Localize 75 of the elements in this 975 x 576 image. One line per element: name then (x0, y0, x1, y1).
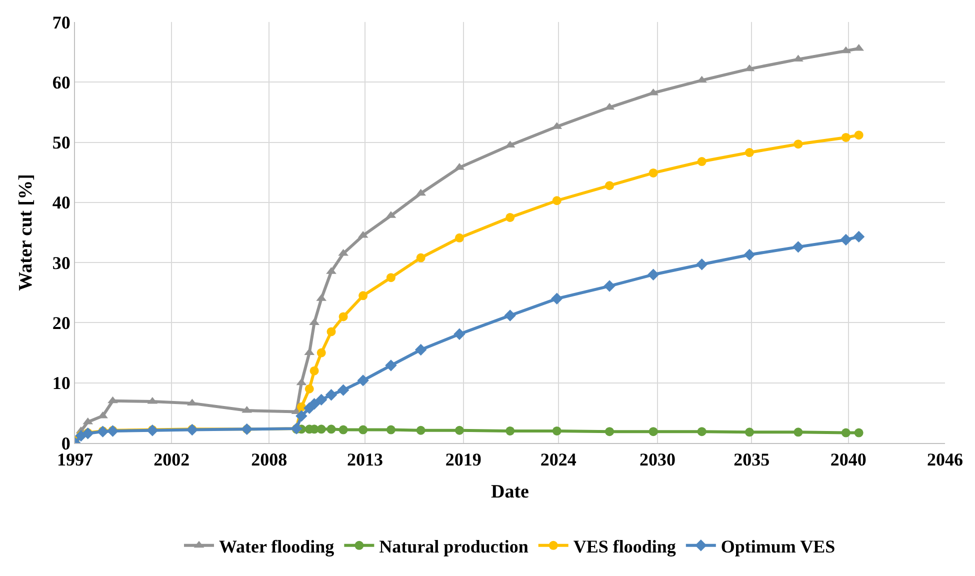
point (744, 428, 754, 437)
point (454, 328, 466, 340)
point (416, 426, 426, 435)
y-tick-label: 10 (52, 373, 70, 394)
point (108, 396, 118, 404)
y-tick-label: 70 (52, 12, 70, 32)
point (304, 384, 314, 394)
point (296, 410, 308, 422)
point (854, 130, 864, 140)
point (696, 258, 708, 270)
point (338, 425, 348, 434)
point (552, 196, 562, 206)
point (794, 428, 803, 437)
point (308, 398, 320, 410)
point (338, 312, 348, 322)
point (852, 230, 865, 243)
legend-label: Optimum VES (720, 536, 836, 556)
point (506, 426, 515, 436)
point (551, 292, 563, 305)
y-tick-label: 30 (52, 252, 70, 273)
point (504, 310, 516, 322)
point (325, 389, 338, 401)
point (454, 426, 464, 435)
point (310, 366, 319, 376)
point (316, 394, 328, 406)
x-tick-label: 2013 (347, 450, 383, 470)
point (386, 273, 396, 282)
point (316, 424, 326, 434)
y-tick-label: 40 (52, 192, 70, 213)
y-tick-label: 60 (52, 72, 70, 92)
x-tick-label: 2035 (734, 450, 770, 470)
point (854, 428, 864, 438)
point (326, 327, 336, 336)
point (792, 241, 804, 253)
point (316, 348, 326, 358)
point (358, 425, 368, 434)
point (386, 425, 396, 434)
x-tick-label: 2040 (830, 450, 866, 470)
point (648, 427, 658, 436)
x-axis-title: Date (491, 481, 529, 502)
y-axis-title: Water cut [%] (15, 174, 36, 291)
legend-label: Water flooding (219, 536, 334, 556)
point (647, 268, 660, 280)
point (744, 248, 756, 261)
legend-label: VES flooding (573, 536, 676, 556)
point (604, 280, 616, 292)
x-tick-label: 2002 (154, 450, 190, 470)
x-tick-label: 2030 (640, 450, 676, 470)
point (840, 234, 852, 246)
point (416, 253, 426, 262)
point (794, 140, 803, 149)
point (326, 424, 336, 434)
point (841, 132, 850, 142)
point (552, 426, 562, 436)
x-tick-label: 2024 (540, 450, 576, 470)
point (841, 428, 850, 438)
point (697, 427, 706, 436)
legend-label: Natural production (379, 536, 528, 556)
x-tick-label: 2019 (445, 450, 482, 470)
point (605, 181, 614, 190)
point (506, 212, 515, 222)
point (454, 233, 464, 242)
x-tick-label: 2008 (251, 450, 288, 470)
y-tick-label: 50 (52, 132, 70, 153)
point (697, 157, 706, 166)
point (357, 374, 369, 386)
y-tick-label: 20 (52, 313, 70, 334)
x-tick-label: 2046 (927, 450, 963, 470)
point (744, 148, 754, 158)
point (414, 344, 427, 356)
point (605, 427, 614, 436)
point (385, 360, 397, 372)
point (648, 168, 658, 178)
point (337, 384, 350, 396)
point (358, 291, 368, 300)
